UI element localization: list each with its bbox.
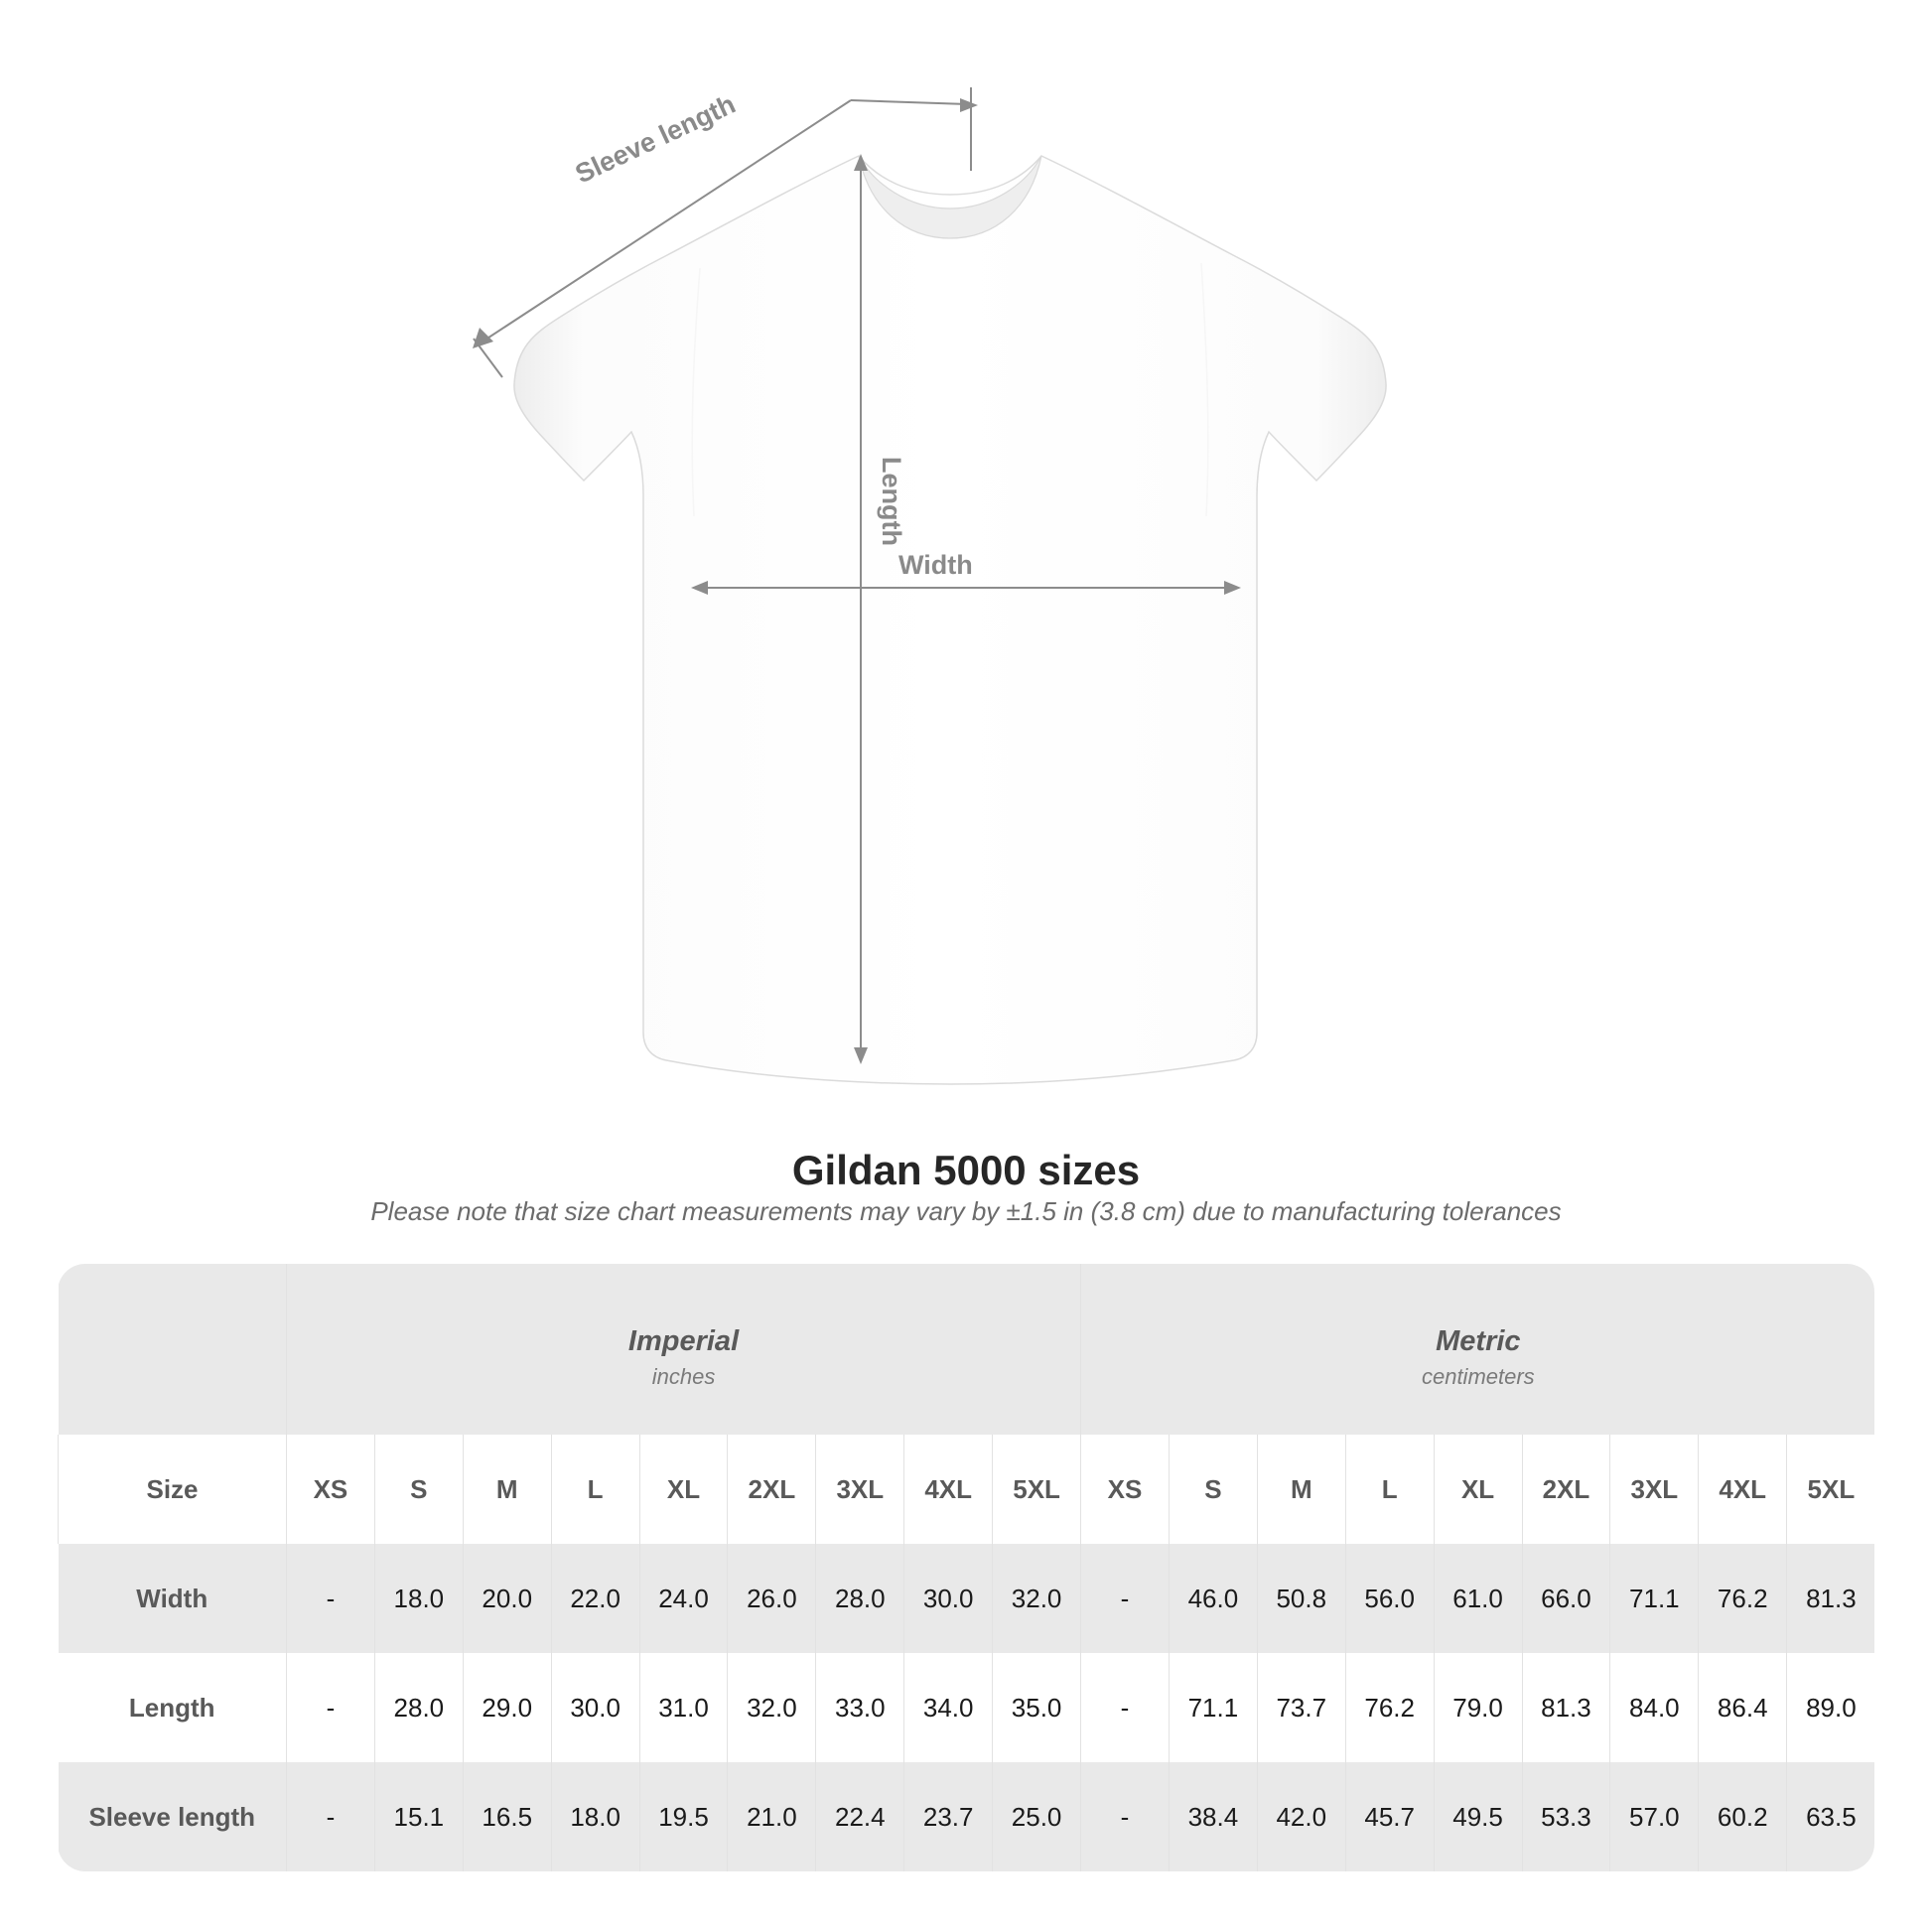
svg-text:Sleeve length: Sleeve length xyxy=(571,89,740,190)
svg-text:Width: Width xyxy=(898,550,973,580)
svg-text:Length: Length xyxy=(877,457,906,546)
